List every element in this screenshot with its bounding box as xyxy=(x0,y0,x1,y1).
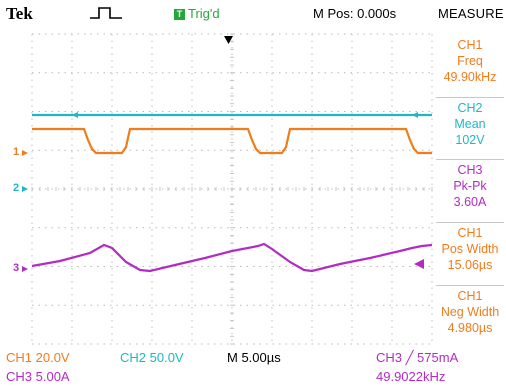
timebase-readout: M 5.00µs xyxy=(227,350,281,365)
ch2-waveform xyxy=(32,112,432,118)
measurement-2-name: Mean xyxy=(454,117,486,131)
measurement-4-value: 15.06µs xyxy=(447,258,493,272)
measurement-3[interactable]: CH3 Pk-Pk 3.60A xyxy=(436,161,504,221)
ch3-scale-readout: CH3 5.00A xyxy=(6,369,70,384)
measure-menu-title: MEASURE xyxy=(438,6,504,21)
ch1-waveform xyxy=(32,127,432,155)
pulse-trigger-icon xyxy=(90,7,122,19)
trigger-position-arrow xyxy=(224,36,233,44)
ch3-ground-arrow xyxy=(22,266,28,272)
measurement-divider xyxy=(436,222,504,223)
measurement-4-channel: CH1 xyxy=(457,226,483,240)
ch2-scale-readout: CH2 50.0V xyxy=(120,350,184,365)
measurement-5-channel: CH1 xyxy=(457,289,483,303)
measurement-4-name: Pos Width xyxy=(441,242,499,256)
measurement-divider xyxy=(436,159,504,160)
trigger-status: T Trig'd xyxy=(174,6,220,21)
trigger-status-label: Trig'd xyxy=(188,6,220,21)
measurement-2-value: 102V xyxy=(455,133,485,147)
trigger-setting-readout: CH3 ╱ 575mA xyxy=(376,350,459,365)
ch3-marker: 3 xyxy=(13,262,20,274)
measurement-4[interactable]: CH1 Pos Width 15.06µs xyxy=(436,224,504,284)
measurement-divider xyxy=(436,97,504,98)
measurement-1-channel: CH1 xyxy=(457,38,483,52)
measurement-3-name: Pk-Pk xyxy=(453,179,487,193)
measurement-1[interactable]: CH1 Freq 49.90kHz xyxy=(436,36,504,96)
measurement-5-value: 4.980µs xyxy=(447,321,493,335)
measurement-2-channel: CH2 xyxy=(457,101,483,115)
measurement-2[interactable]: CH2 Mean 102V xyxy=(436,99,504,159)
trigger-frequency-readout: 49.9022kHz xyxy=(376,369,446,384)
measurement-1-name: Freq xyxy=(457,54,483,68)
ch1-ground-arrow xyxy=(22,150,28,156)
ch1-scale-readout: CH1 20.0V xyxy=(6,350,70,365)
brand-logo: Tek xyxy=(6,4,33,23)
measurement-5[interactable]: CH1 Neg Width 4.980µs xyxy=(436,287,504,347)
ch3-waveform xyxy=(31,242,433,273)
horizontal-position: M Pos: 0.000s xyxy=(313,6,397,21)
ch1-marker: 1 xyxy=(13,146,20,158)
ch3-reference-arrow xyxy=(414,259,424,269)
graticule xyxy=(31,33,433,345)
measurement-1-value: 49.90kHz xyxy=(443,70,497,84)
trigger-badge-icon: T xyxy=(174,9,185,20)
measurement-5-name: Neg Width xyxy=(440,305,500,319)
ch2-marker: 2 xyxy=(13,182,20,194)
measurement-3-value: 3.60A xyxy=(453,195,487,209)
ch2-ground-arrow xyxy=(22,186,28,192)
measurement-divider xyxy=(436,285,504,286)
measurement-3-channel: CH3 xyxy=(457,163,483,177)
